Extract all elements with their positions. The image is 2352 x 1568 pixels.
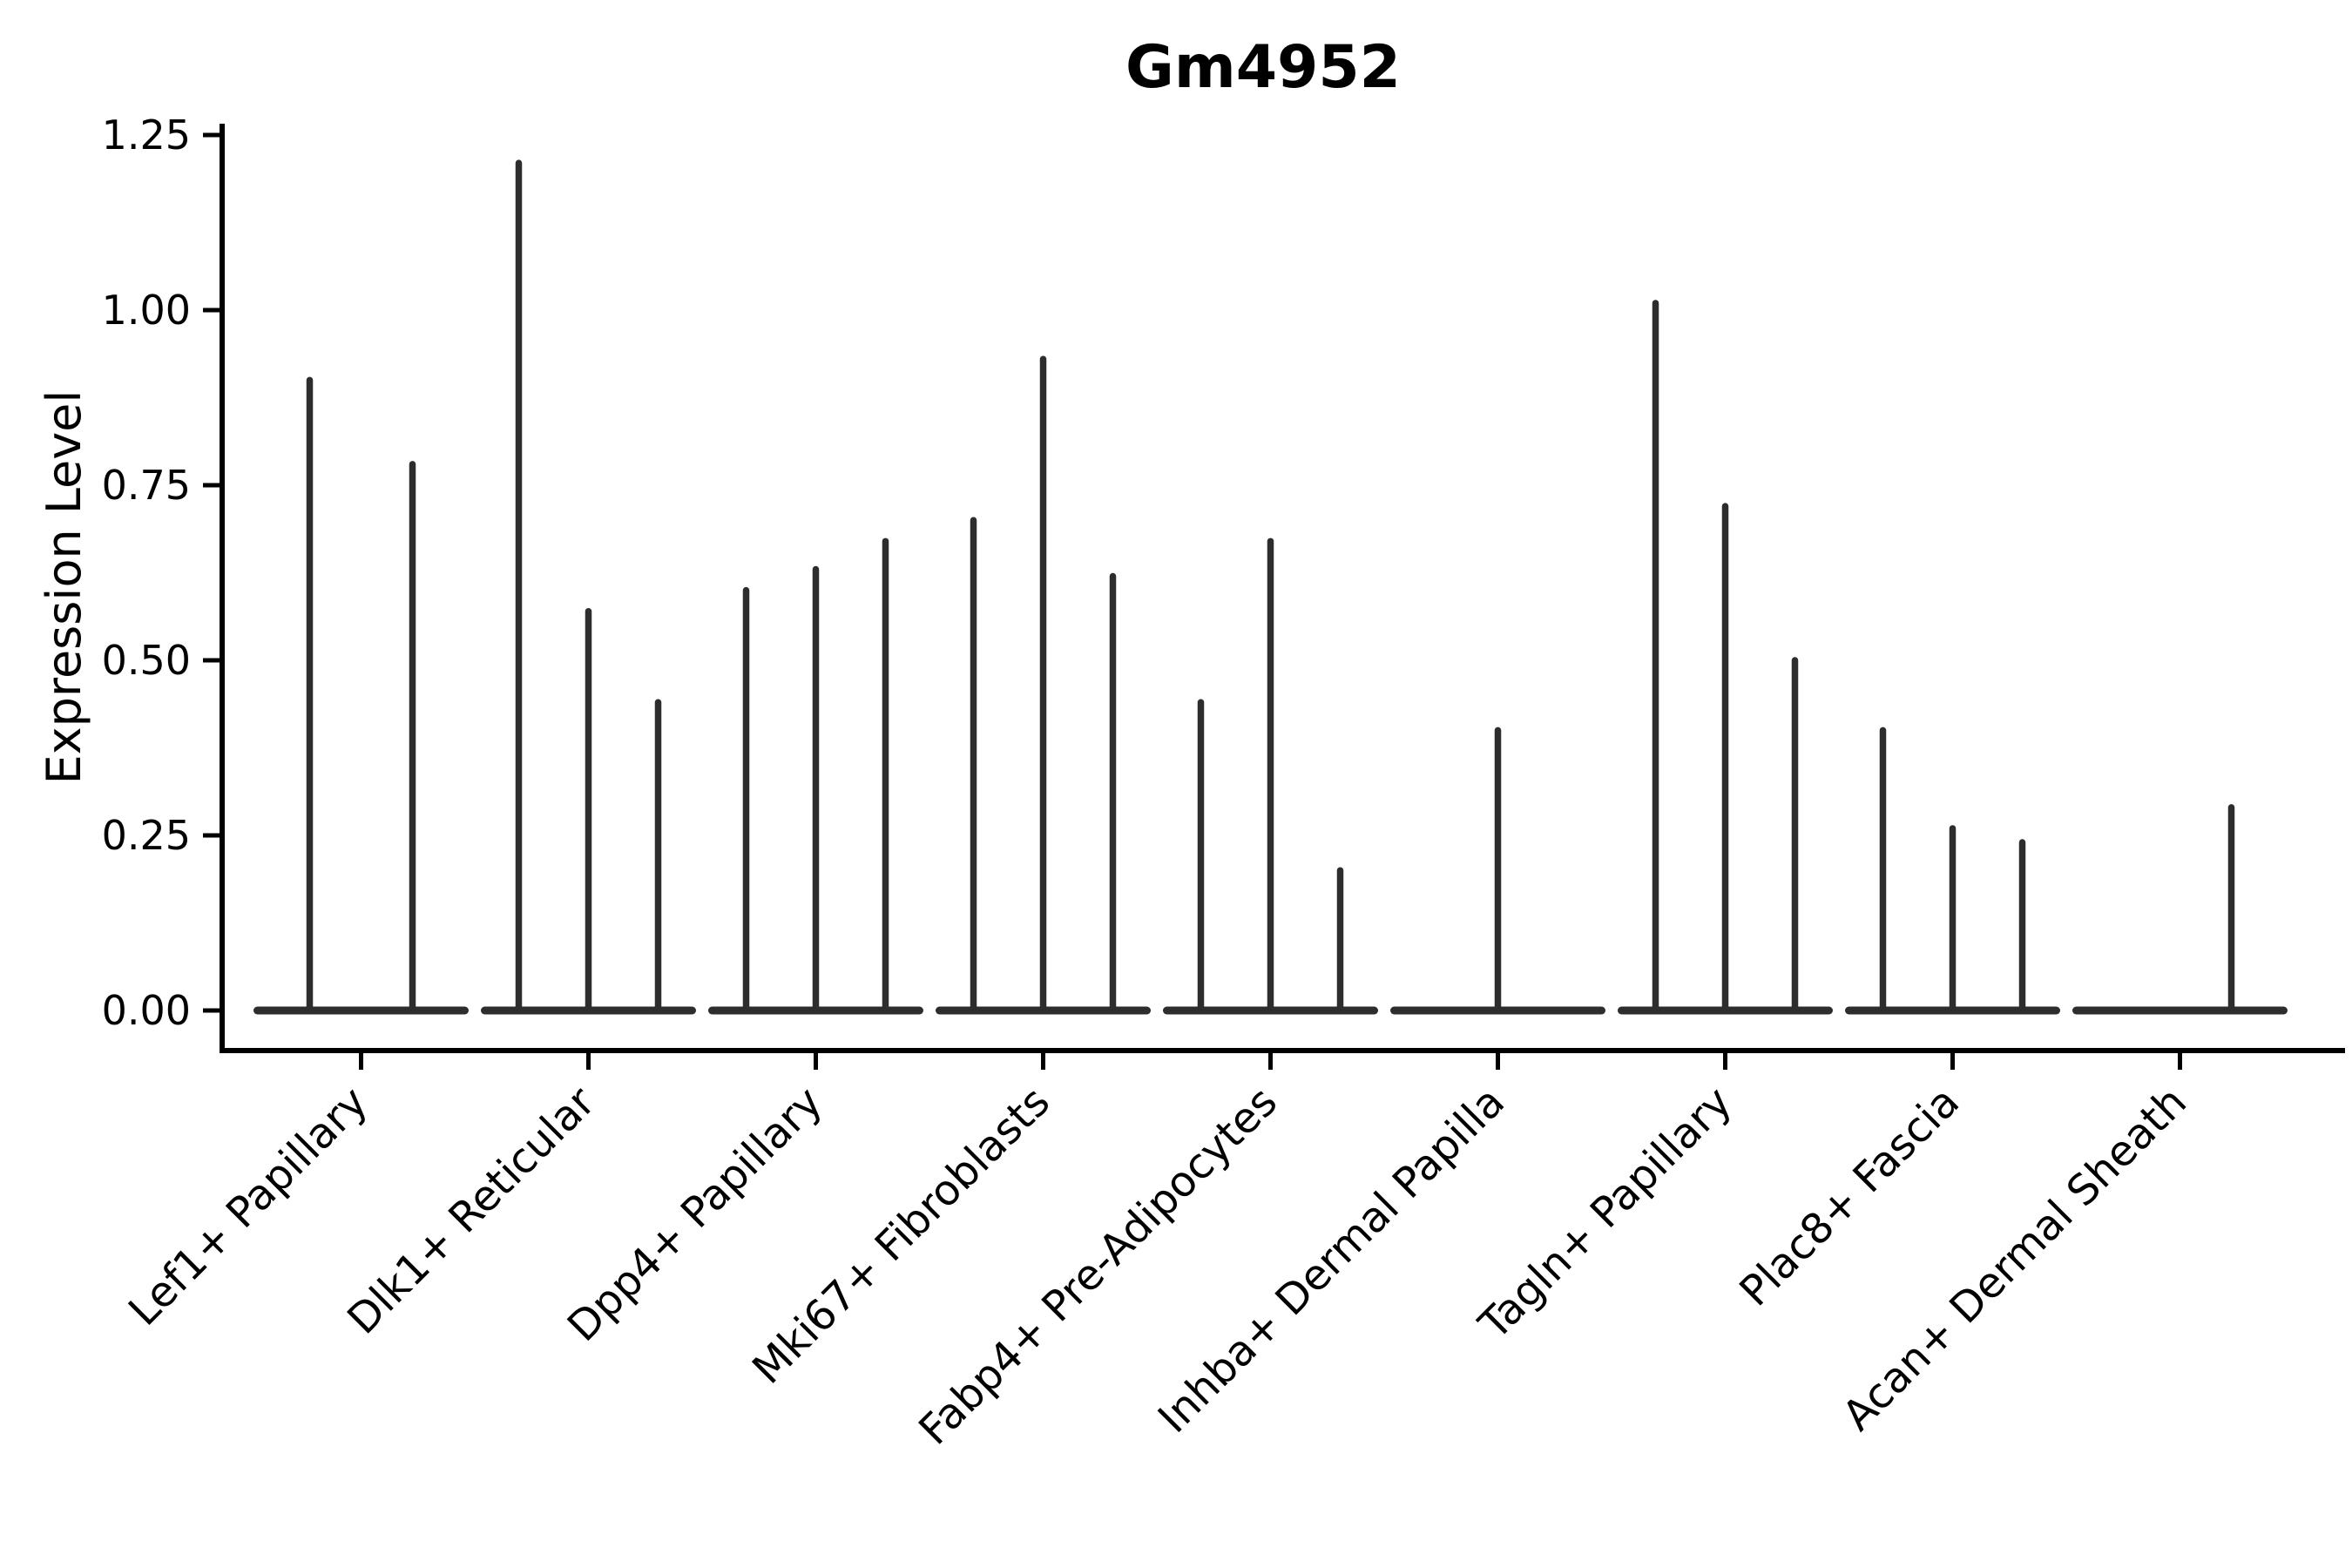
y-tick-label: 0.50: [102, 637, 191, 684]
x-tick-label: Lef1+ Papillary: [119, 1078, 377, 1335]
axes: [220, 124, 2345, 1053]
y-tick-label: 0.75: [102, 462, 191, 509]
x-tick-label: Fabp4+ Pre-Adipocytes: [909, 1078, 1287, 1455]
x-tick-label: Plac8+ Fascia: [1730, 1078, 1969, 1316]
y-axis-label: Expression Level: [37, 390, 91, 785]
x-tick-label: Tagln+ Papillary: [1470, 1078, 1741, 1349]
violins: [253, 159, 2288, 1015]
y-tick-label: 1.25: [102, 112, 191, 159]
y-tick-label: 0.00: [102, 987, 191, 1034]
x-tick-label: Dlk1+ Reticular: [338, 1078, 605, 1344]
y-axis-ticks: 0.00 0.25 0.50 0.75 1.00 1.25: [102, 112, 222, 1034]
y-tick-label: 1.00: [102, 287, 191, 334]
chart-title: Gm4952: [1125, 33, 1401, 102]
x-tick-label: Dpp4+ Papillary: [558, 1078, 832, 1351]
y-tick-label: 0.25: [102, 812, 191, 859]
